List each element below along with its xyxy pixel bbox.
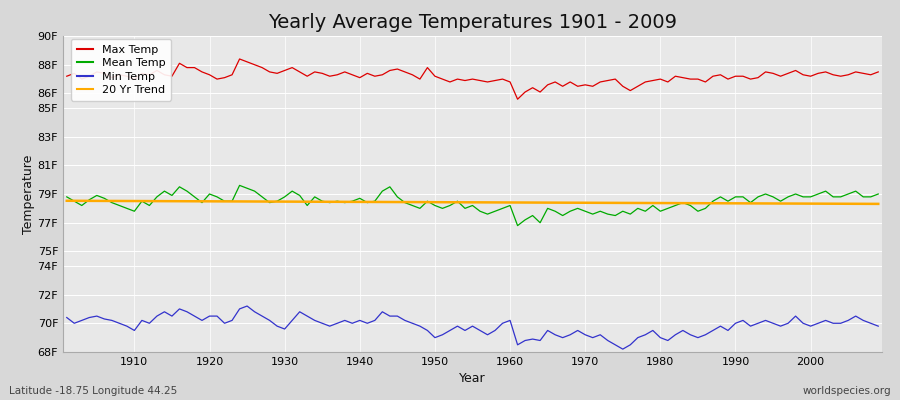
Text: worldspecies.org: worldspecies.org: [803, 386, 891, 396]
Title: Yearly Average Temperatures 1901 - 2009: Yearly Average Temperatures 1901 - 2009: [268, 13, 677, 32]
Y-axis label: Temperature: Temperature: [22, 154, 35, 234]
Legend: Max Temp, Mean Temp, Min Temp, 20 Yr Trend: Max Temp, Mean Temp, Min Temp, 20 Yr Tre…: [71, 39, 172, 101]
Text: Latitude -18.75 Longitude 44.25: Latitude -18.75 Longitude 44.25: [9, 386, 177, 396]
X-axis label: Year: Year: [459, 372, 486, 386]
